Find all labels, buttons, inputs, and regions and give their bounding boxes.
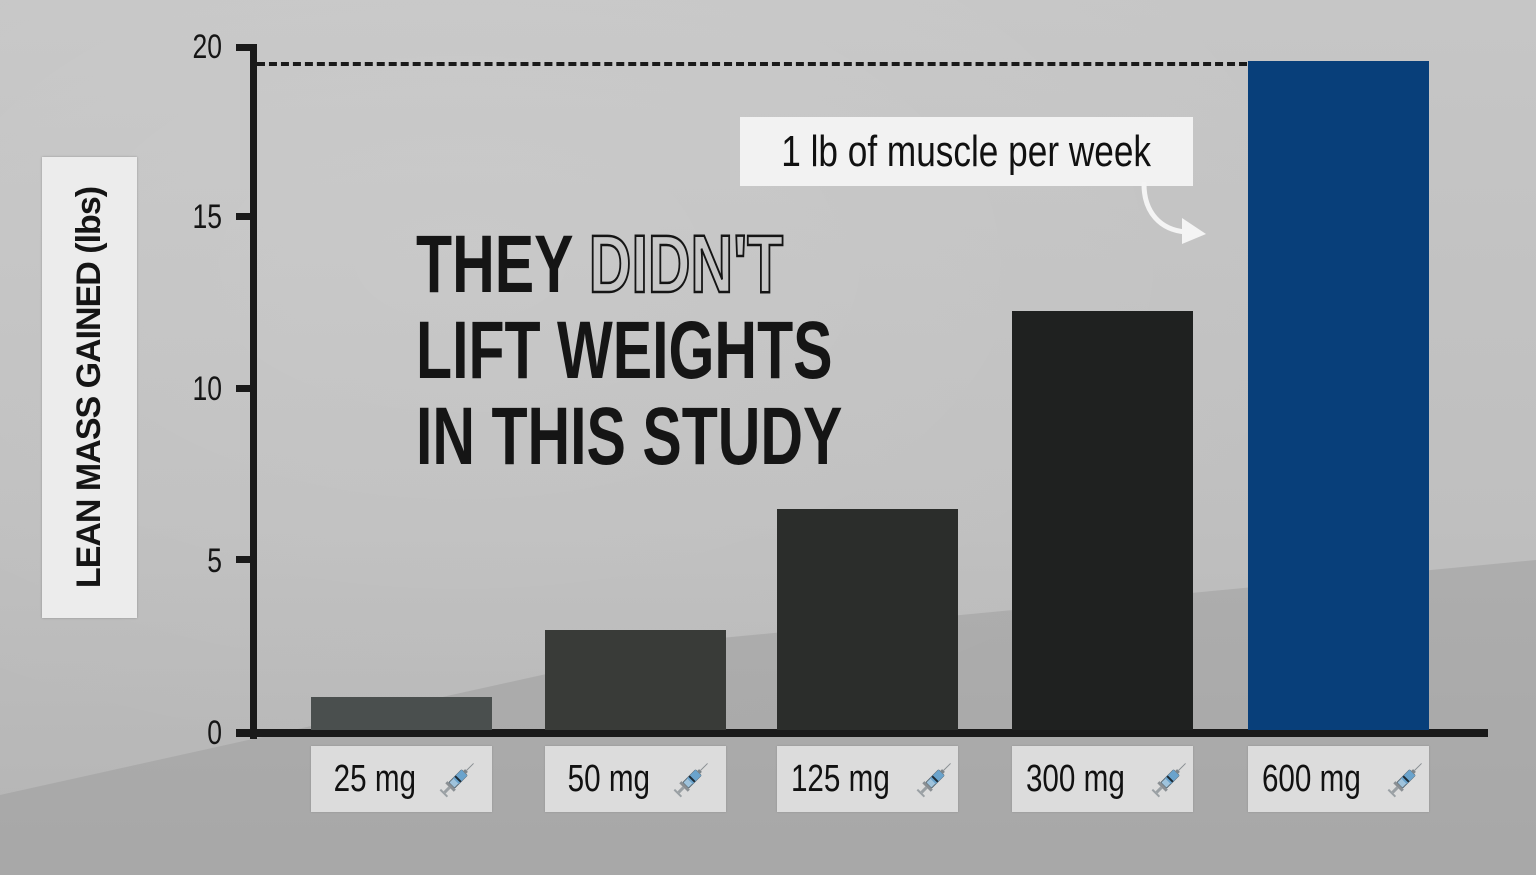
headline-line-3: IN THIS STUDY <box>416 391 843 482</box>
y-tick-10 <box>236 385 256 392</box>
y-tick-label-20: 20 <box>192 28 222 66</box>
category-text: 50 mg <box>567 757 650 800</box>
y-tick-20 <box>236 44 256 51</box>
bar-50mg <box>545 630 726 730</box>
syringe-icon <box>916 763 951 798</box>
category-label-125mg: 125 mg <box>777 746 958 812</box>
reference-dashed-line <box>257 62 1247 66</box>
y-axis-label: LEAN MASS GAINED (lbs) <box>70 186 108 589</box>
y-tick-label-0: 0 <box>207 714 222 752</box>
callout-text: 1 lb of muscle per week <box>781 126 1152 176</box>
category-label-25mg: 25 mg <box>311 746 492 812</box>
bar-25mg <box>311 697 492 730</box>
bar-600mg <box>1248 61 1429 730</box>
headline-word-didnt: DIDN'T <box>588 219 784 310</box>
headline-line-1: THEY DIDN'T <box>416 219 784 310</box>
x-axis-line <box>236 729 1488 737</box>
y-tick-label-5: 5 <box>207 542 222 580</box>
y-tick-5 <box>236 556 256 563</box>
y-tick-label-10: 10 <box>192 370 222 408</box>
category-text: 125 mg <box>791 757 890 800</box>
headline-word-they: THEY <box>416 219 573 310</box>
syringe-icon <box>1151 763 1186 798</box>
y-tick-label-15: 15 <box>192 198 222 236</box>
callout-box: 1 lb of muscle per week <box>740 117 1193 186</box>
category-label-600mg: 600 mg <box>1248 746 1429 812</box>
category-label-300mg: 300 mg <box>1012 746 1193 812</box>
headline-line-2: LIFT WEIGHTS <box>416 305 833 396</box>
y-axis-label-box: LEAN MASS GAINED (lbs) <box>42 157 137 618</box>
category-text: 600 mg <box>1262 757 1361 800</box>
curved-arrow-icon <box>1141 182 1206 244</box>
bar-300mg <box>1012 311 1193 730</box>
category-label-50mg: 50 mg <box>545 746 726 812</box>
syringe-icon <box>439 763 475 798</box>
syringe-icon <box>673 763 709 798</box>
syringe-icon <box>1387 763 1422 798</box>
bar-125mg <box>777 509 958 730</box>
category-text: 25 mg <box>333 757 416 800</box>
category-text: 300 mg <box>1026 757 1125 800</box>
y-tick-15 <box>236 213 256 220</box>
headline: THEY DIDN'T LIFT WEIGHTS IN THIS STUDY <box>360 219 843 482</box>
